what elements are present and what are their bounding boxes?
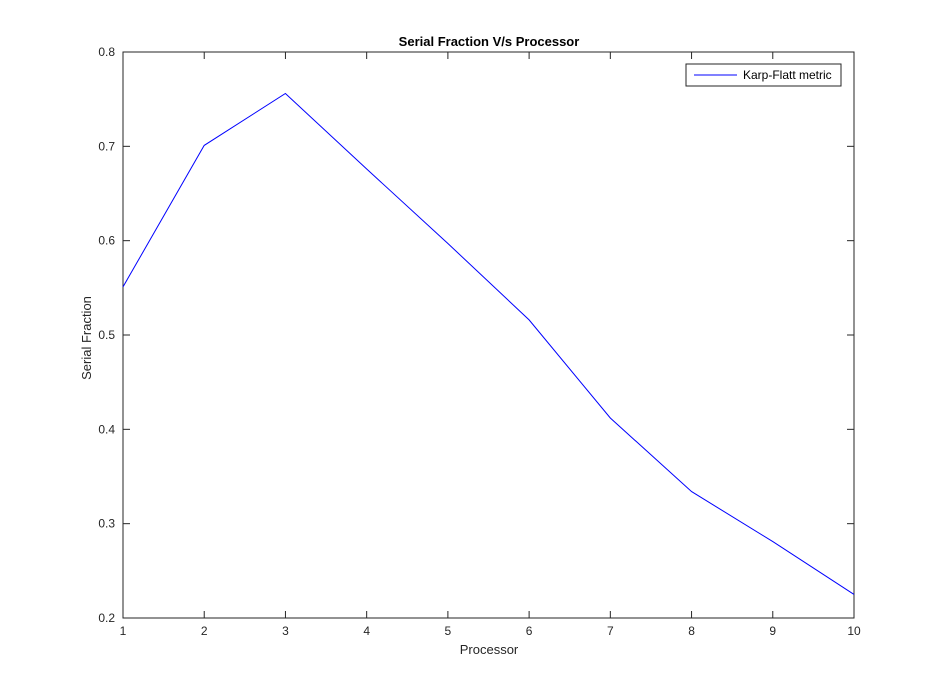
x-tick-label-6: 7 xyxy=(607,624,614,638)
x-tick-label-9: 10 xyxy=(847,624,861,638)
x-axis-label: Processor xyxy=(460,642,519,657)
y-tick-label-5: 0.7 xyxy=(98,139,115,153)
y-tick-label-3: 0.5 xyxy=(98,328,115,342)
x-tick-label-8: 9 xyxy=(769,624,776,638)
y-axis-label: Serial Fraction xyxy=(79,296,94,380)
x-tick-label-1: 2 xyxy=(201,624,208,638)
plot-area xyxy=(122,51,855,619)
legend: Karp-Flatt metric xyxy=(685,63,842,87)
y-tick-label-0: 0.2 xyxy=(98,611,115,625)
series-line-0 xyxy=(122,92,855,595)
x-tick-label-4: 5 xyxy=(445,624,452,638)
axis-ticks xyxy=(122,51,855,619)
x-tick-label-7: 8 xyxy=(688,624,695,638)
axis-tick-labels: 1 2 3 4 5 6 7 8 9 10 0.2 0.3 0.4 0.5 0.6 0.7 0.8 xyxy=(98,45,861,638)
x-tick-label-2: 3 xyxy=(282,624,289,638)
y-tick-label-2: 0.4 xyxy=(98,422,115,436)
x-tick-label-5: 6 xyxy=(526,624,533,638)
y-tick-label-6: 0.8 xyxy=(98,45,115,59)
y-tick-label-4: 0.6 xyxy=(98,234,115,248)
x-tick-label-3: 4 xyxy=(363,624,370,638)
y-tick-label-1: 0.3 xyxy=(98,517,115,531)
series-group xyxy=(122,92,855,595)
legend-box xyxy=(685,63,842,87)
x-tick-label-0: 1 xyxy=(120,624,127,638)
legend-label: Karp-Flatt metric xyxy=(743,68,832,82)
chart-title: Serial Fraction V/s Processor xyxy=(399,34,580,49)
